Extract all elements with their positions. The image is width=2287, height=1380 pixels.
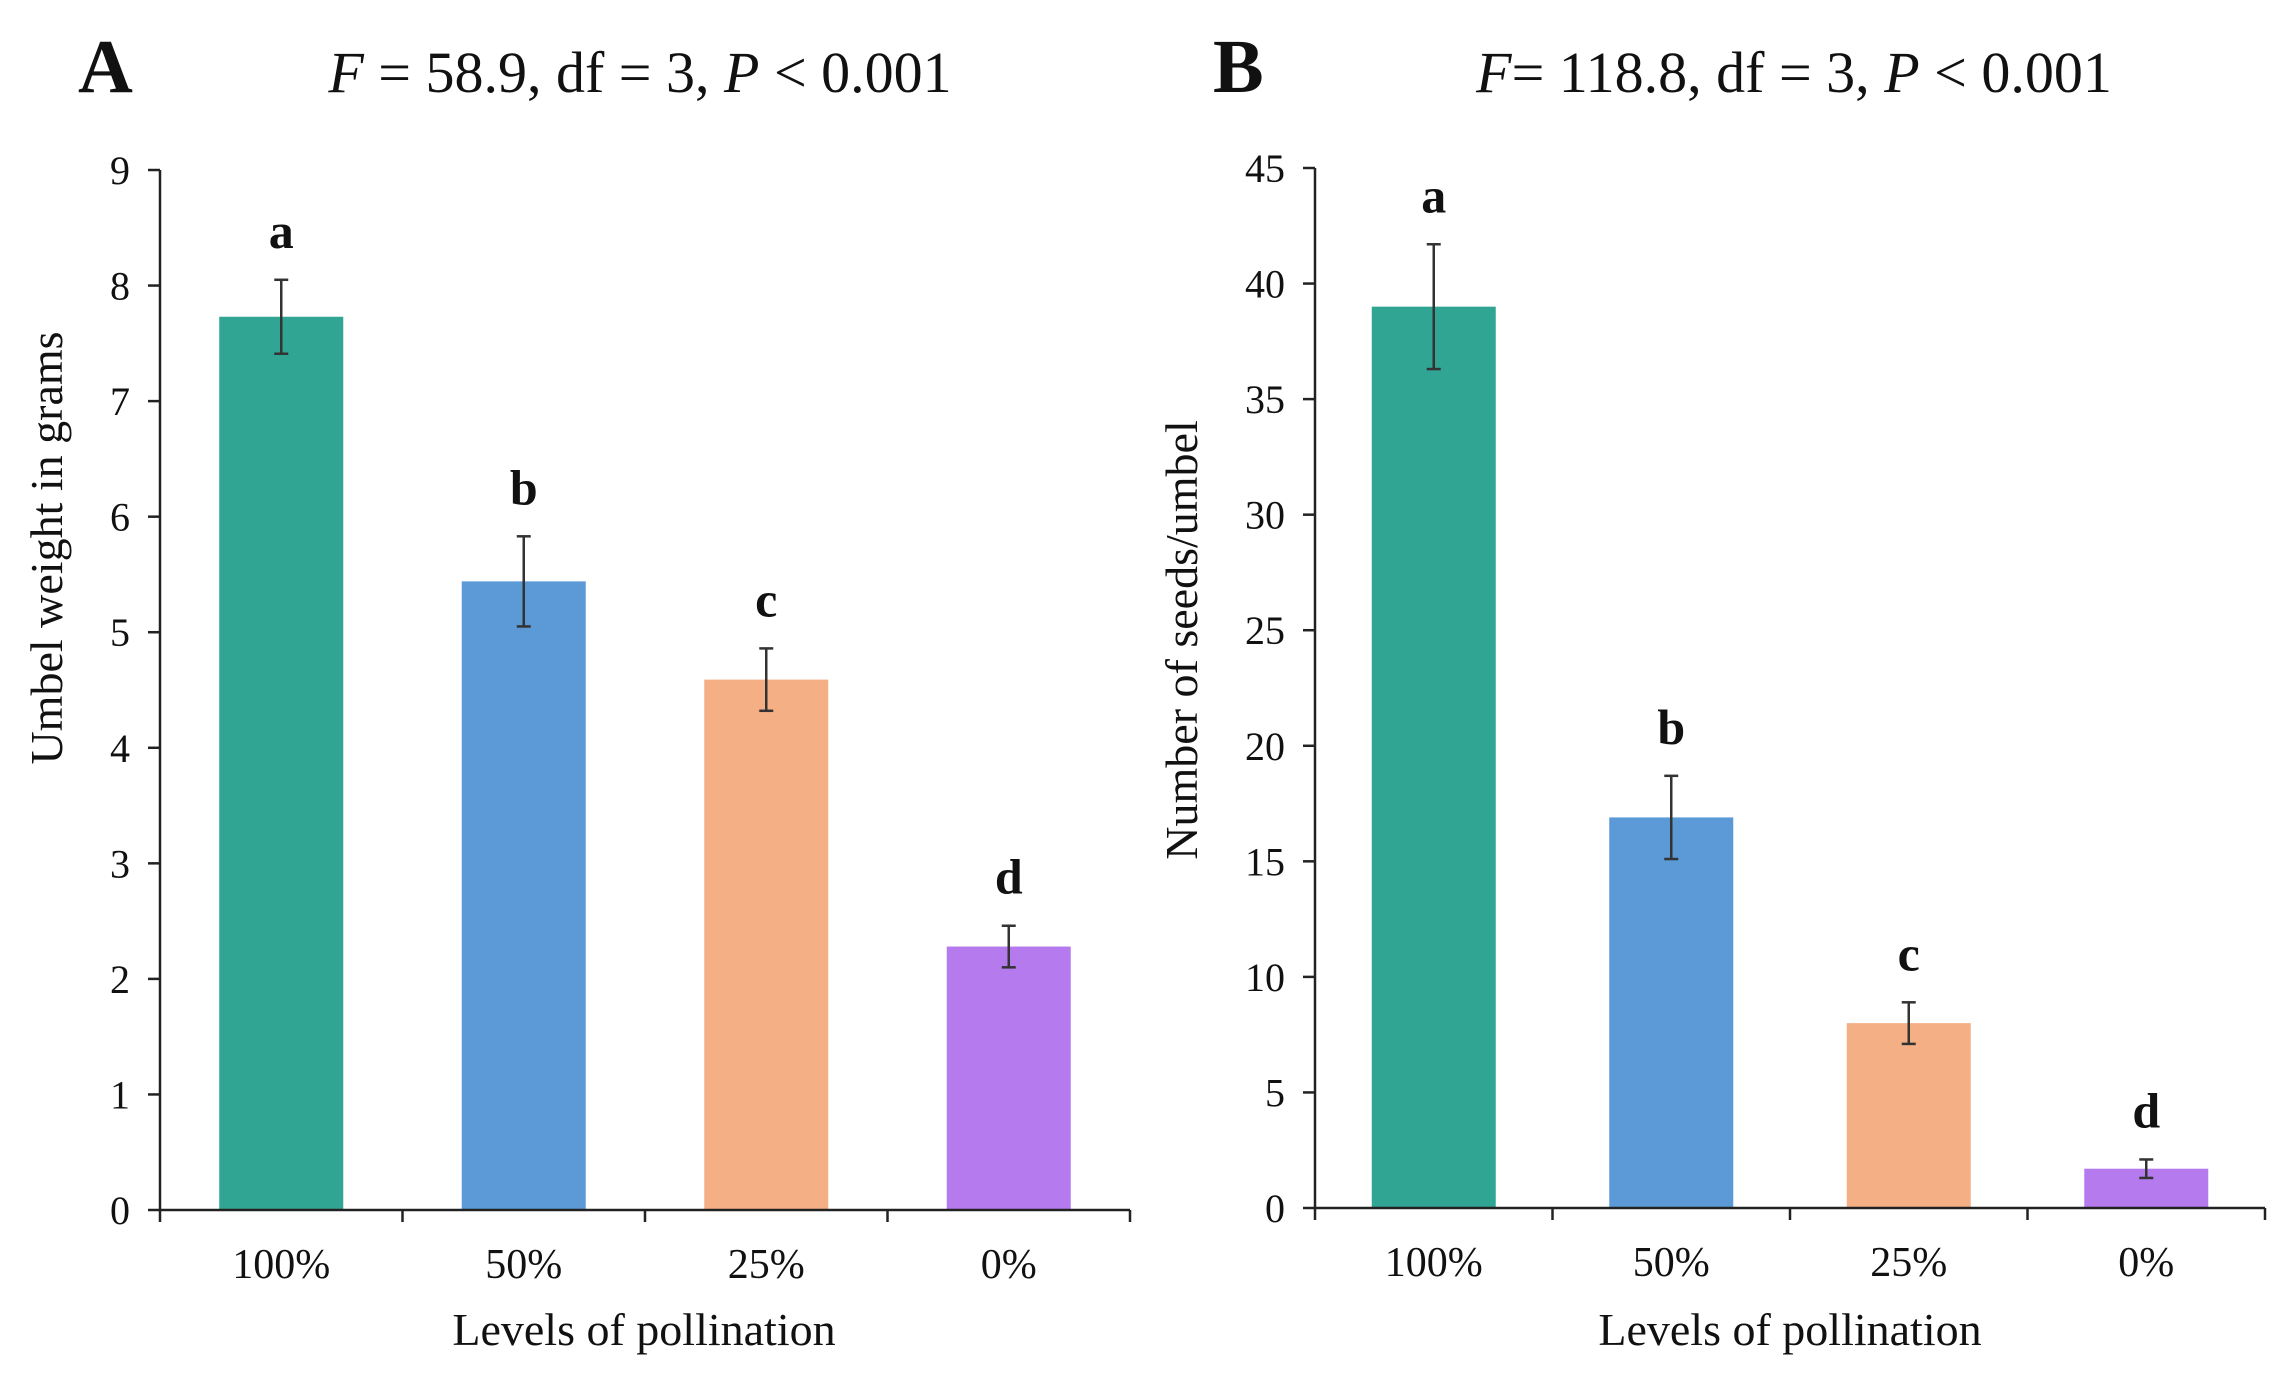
panel-a-umbel-weight-chart: A F = 58.9, df = 3, P < 0.001 Umbel weig… [21, 25, 1132, 1355]
panel-a-y-axis-title: Umbel weight in grams [21, 331, 72, 764]
panel-b-y-tick-label: 35 [1245, 377, 1285, 422]
panel-a-y-tick-label: 3 [110, 841, 130, 886]
panel-a-significance-letter: b [510, 459, 538, 515]
panel-a-y-tick-label: 1 [110, 1072, 130, 1117]
panel-b-y-axis-title: Number of seeds/umbel [1156, 420, 1207, 859]
panel-b-category-label: 0% [2118, 1240, 2174, 1286]
panel-a-y-tick-label: 7 [110, 379, 130, 424]
panel-a-significance-letter: c [755, 571, 777, 627]
panel-b-category-label: 100% [1385, 1240, 1483, 1286]
panel-b-category-label: 25% [1870, 1240, 1947, 1286]
panel-a-stat-p: P [723, 40, 759, 105]
panel-b-bar [1371, 306, 1496, 1209]
panel-b-y-tick-label: 20 [1245, 724, 1285, 769]
panel-b-seed-count-chart: B F= 118.8, df = 3, P < 0.001 Number of … [1156, 25, 2267, 1355]
panel-b-error-bars [1426, 243, 2154, 1180]
panel-a-y-tick-label: 5 [110, 610, 130, 655]
panel-a-stat-p-value: < 0.001 [759, 40, 951, 105]
panel-a-y-tick-label: 6 [110, 495, 130, 540]
panel-a-stat-f-value: = 58.9, df = 3, [364, 40, 724, 105]
panel-a-category-label: 100% [232, 1242, 330, 1288]
panel-b-y-tick-label: 0 [1265, 1186, 1285, 1231]
panel-b-y-tick-label: 10 [1245, 955, 1285, 1000]
panel-a-y-tick-label: 0 [110, 1188, 130, 1233]
panel-a-x-axis-title: Levels of pollination [452, 1304, 835, 1355]
panel-a-significance-letter: d [995, 849, 1023, 905]
panel-b-bars [1371, 306, 2209, 1209]
panel-a-y-tick-label: 8 [110, 264, 130, 309]
panel-a-stat-f: F [327, 40, 364, 105]
panel-b-stat-f-value: = 118.8, df = 3, [1512, 40, 1885, 105]
panel-b-y-tick-label: 25 [1245, 608, 1285, 653]
panel-a-stat-text: F = 58.9, df = 3, P < 0.001 [327, 40, 951, 105]
panel-b-y-tick-label: 15 [1245, 839, 1285, 884]
panel-b-y-tick-label: 45 [1245, 146, 1285, 191]
panel-a-category-label: 50% [485, 1242, 562, 1288]
panel-b-stat-text: F= 118.8, df = 3, P < 0.001 [1475, 40, 2112, 105]
panel-b-stat-p: P [1883, 40, 1919, 105]
panel-a-category-label: 25% [728, 1242, 805, 1288]
panel-a-bar [219, 316, 344, 1210]
panel-a-bars [219, 316, 1071, 1210]
panel-a-y-tick-label: 2 [110, 957, 130, 1002]
panel-b-significance-letter: a [1421, 167, 1446, 223]
panel-b-label: B [1213, 25, 1264, 109]
panel-b-stat-p-value: < 0.001 [1920, 40, 2112, 105]
panel-a-significance-letter: a [269, 203, 294, 259]
panel-b-significance-letter: b [1657, 699, 1685, 755]
panel-b-bar [1846, 1023, 1971, 1208]
panel-a-bar [946, 946, 1071, 1210]
panel-a-category-label: 0% [981, 1242, 1037, 1288]
panel-b-category-label: 50% [1633, 1240, 1710, 1286]
panel-b-x-axis-title: Levels of pollination [1598, 1304, 1981, 1355]
panel-a-bar [461, 581, 586, 1210]
panel-b-y-tick-label: 40 [1245, 262, 1285, 307]
panel-b-significance-letter: d [2132, 1082, 2160, 1138]
panel-a-y-tick-label: 9 [110, 148, 130, 193]
panel-a-error-bars [274, 278, 1016, 969]
panel-b-y-tick-label: 30 [1245, 493, 1285, 538]
panel-b-significance-letter: c [1898, 925, 1920, 981]
panel-b-stat-f: F [1475, 40, 1512, 105]
panel-b-y-tick-label: 5 [1265, 1070, 1285, 1115]
panel-a-bar [704, 679, 829, 1210]
panel-a-label: A [78, 25, 133, 109]
panel-a-y-tick-label: 4 [110, 726, 130, 771]
panel-b-bar [1609, 817, 1734, 1208]
